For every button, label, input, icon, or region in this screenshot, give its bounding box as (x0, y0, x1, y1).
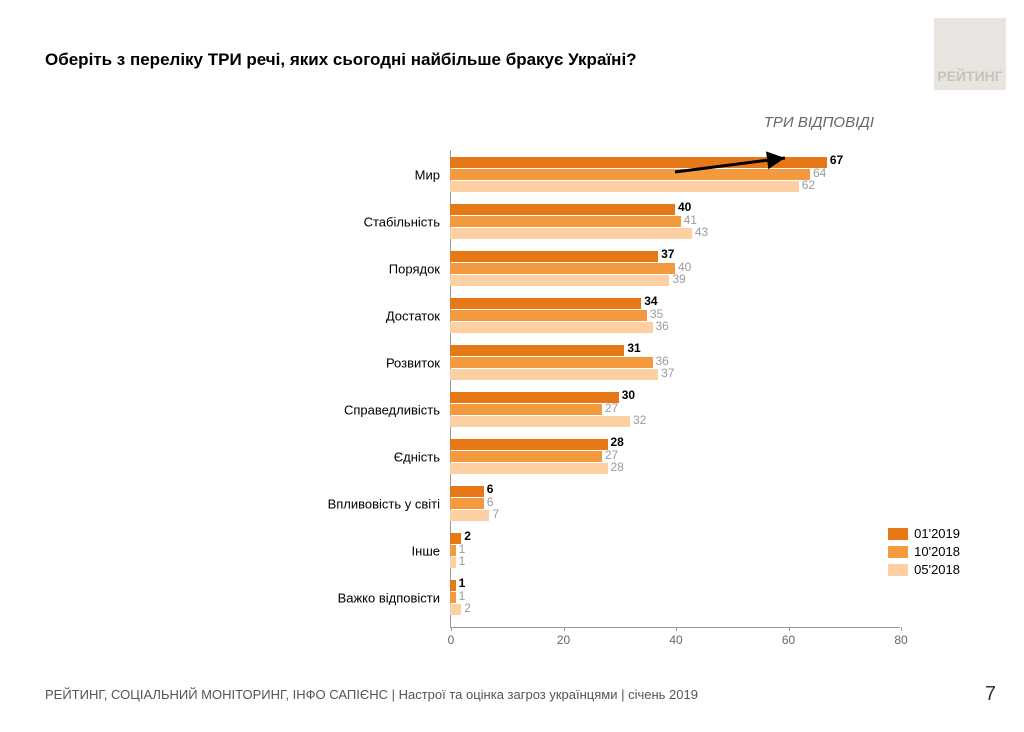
bar-series-2: 36 (450, 322, 653, 333)
bar-series-2: 39 (450, 275, 669, 286)
chart-row: Впливовість у світі667 (450, 483, 900, 525)
brand-logo: РЕЙТИНГ (934, 18, 1006, 90)
chart-row: Інше211 (450, 530, 900, 572)
bar-value-label: 6 (487, 484, 494, 495)
bar-series-2: 32 (450, 416, 630, 427)
category-label: Розвиток (386, 356, 440, 371)
category-label: Стабільність (364, 215, 440, 230)
x-tick-label: 60 (782, 633, 795, 647)
bar-chart: 020406080 01'201910'201805'2018 Мир67646… (300, 150, 900, 650)
bar-series-2: 43 (450, 228, 692, 239)
bar-value-label: 31 (627, 343, 640, 354)
bar-series-1: 27 (450, 451, 602, 462)
category-label: Порядок (389, 262, 440, 277)
bar-value-label: 34 (644, 296, 657, 307)
x-tick-label: 40 (669, 633, 682, 647)
x-tick (564, 627, 565, 631)
bar-series-1: 40 (450, 263, 675, 274)
bar-series-2: 7 (450, 510, 489, 521)
bar-value-label: 27 (605, 403, 618, 414)
category-label: Достаток (386, 309, 440, 324)
bar-value-label: 37 (661, 249, 674, 260)
legend-label: 10'2018 (914, 544, 960, 559)
category-label: Важко відповісти (338, 591, 440, 606)
chart-row: Мир676462 (450, 154, 900, 196)
chart-row: Стабільність404143 (450, 201, 900, 243)
bar-series-1: 36 (450, 357, 653, 368)
bar-series-2: 1 (450, 557, 456, 568)
bar-series-0: 28 (450, 439, 608, 450)
bar-series-1: 1 (450, 592, 456, 603)
x-tick-label: 80 (894, 633, 907, 647)
bar-value-label: 37 (661, 368, 674, 379)
bar-value-label: 40 (678, 202, 691, 213)
category-label: Інше (412, 544, 440, 559)
chart-subtitle: ТРИ ВІДПОВІДІ (764, 114, 874, 131)
bar-value-label: 2 (464, 603, 471, 614)
footer-credits: РЕЙТИНГ, СОЦІАЛЬНИЙ МОНІТОРИНГ, ІНФО САП… (45, 687, 698, 702)
bar-value-label: 39 (672, 274, 685, 285)
bar-series-0: 67 (450, 157, 827, 168)
x-tick-label: 0 (448, 633, 455, 647)
chart-title: Оберіть з переліку ТРИ речі, яких сьогод… (45, 50, 637, 70)
bar-series-0: 30 (450, 392, 619, 403)
bar-series-1: 27 (450, 404, 602, 415)
chart-row: Розвиток313637 (450, 342, 900, 384)
bar-series-1: 1 (450, 545, 456, 556)
legend-label: 01'2019 (914, 526, 960, 541)
bar-series-2: 2 (450, 604, 461, 615)
x-tick (901, 627, 902, 631)
bar-series-0: 37 (450, 251, 658, 262)
x-tick (451, 627, 452, 631)
bar-series-1: 64 (450, 169, 810, 180)
chart-row: Достаток343536 (450, 295, 900, 337)
bar-series-0: 31 (450, 345, 624, 356)
bar-series-0: 40 (450, 204, 675, 215)
page-number: 7 (985, 683, 996, 706)
bar-value-label: 1 (459, 578, 466, 589)
bar-series-2: 28 (450, 463, 608, 474)
bar-value-label: 2 (464, 531, 471, 542)
chart-row: Справедливість302732 (450, 389, 900, 431)
bar-value-label: 7 (492, 509, 499, 520)
bar-value-label: 64 (813, 168, 826, 179)
legend-label: 05'2018 (914, 562, 960, 577)
bar-series-0: 6 (450, 486, 484, 497)
chart-row: Єдність282728 (450, 436, 900, 478)
bar-value-label: 62 (802, 180, 815, 191)
category-label: Єдність (394, 450, 440, 465)
bar-value-label: 36 (656, 321, 669, 332)
bar-series-0: 1 (450, 580, 456, 591)
x-tick-label: 20 (557, 633, 570, 647)
bar-series-1: 35 (450, 310, 647, 321)
bar-series-2: 62 (450, 181, 799, 192)
bar-value-label: 28 (611, 437, 624, 448)
chart-row: Важко відповісти112 (450, 577, 900, 619)
category-label: Справедливість (344, 403, 440, 418)
bar-series-1: 41 (450, 216, 681, 227)
bar-value-label: 32 (633, 415, 646, 426)
bar-value-label: 67 (830, 155, 843, 166)
bar-value-label: 30 (622, 390, 635, 401)
category-label: Впливовість у світі (328, 497, 440, 512)
bar-value-label: 43 (695, 227, 708, 238)
x-tick (676, 627, 677, 631)
x-tick (789, 627, 790, 631)
chart-row: Порядок374039 (450, 248, 900, 290)
category-label: Мир (415, 168, 440, 183)
bar-series-2: 37 (450, 369, 658, 380)
bar-series-1: 6 (450, 498, 484, 509)
bar-series-0: 34 (450, 298, 641, 309)
bar-value-label: 28 (611, 462, 624, 473)
bar-value-label: 1 (459, 556, 466, 567)
